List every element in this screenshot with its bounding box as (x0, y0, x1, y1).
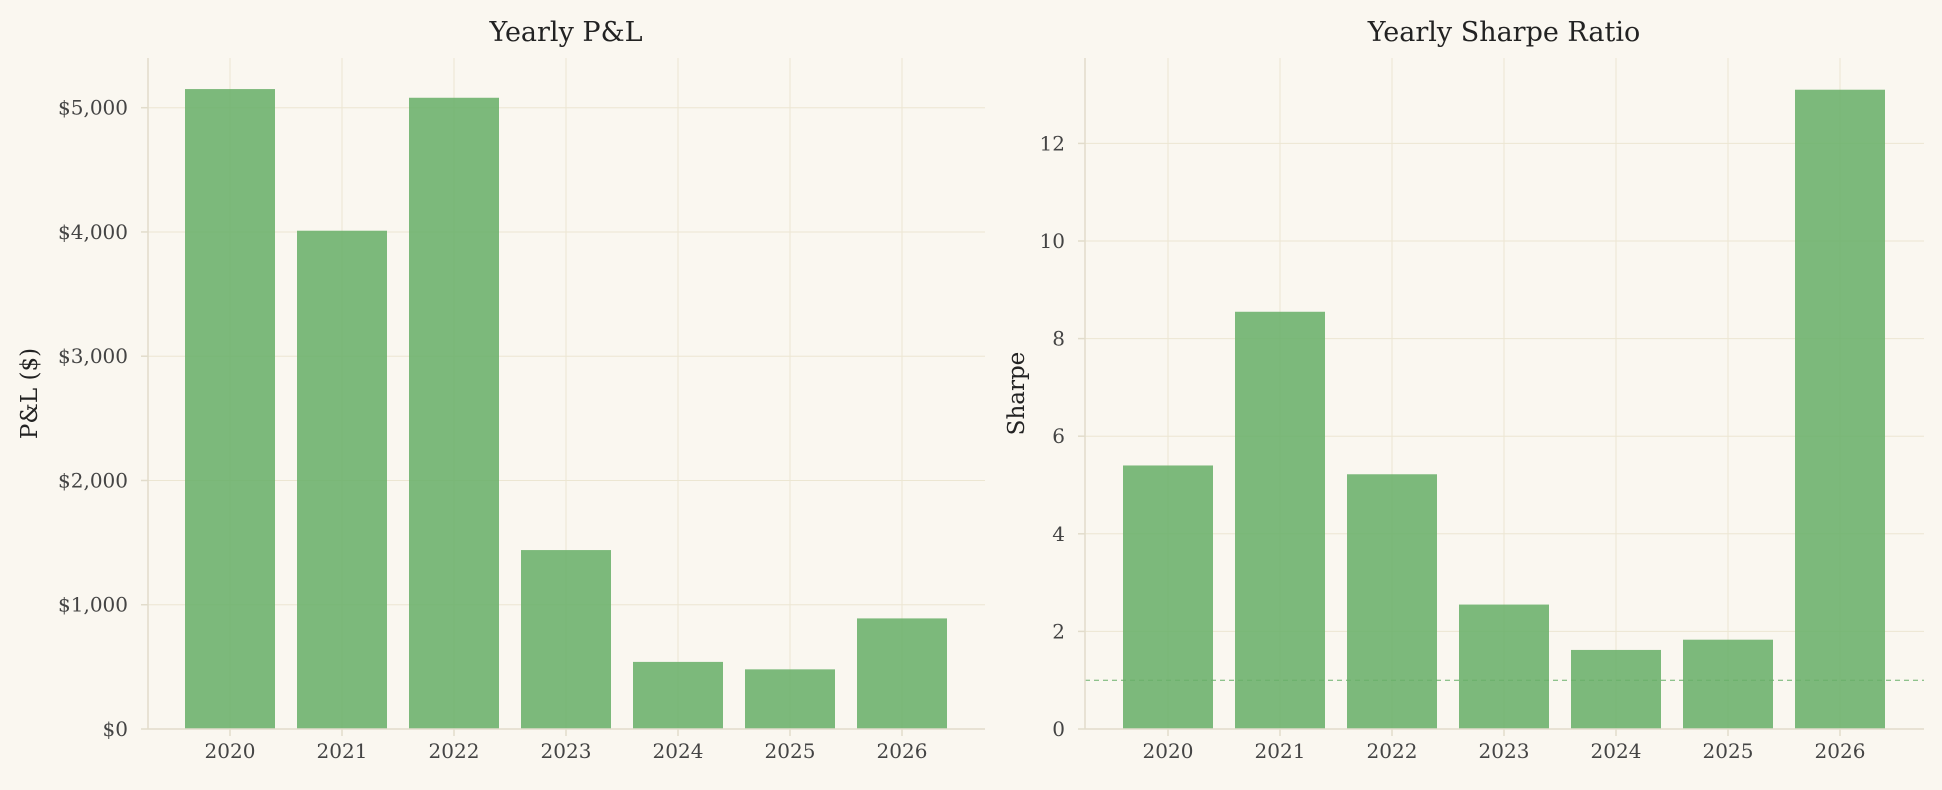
bar-2020 (185, 89, 275, 729)
x-tick-label: 2023 (541, 739, 592, 763)
x-tick-label: 2023 (1479, 739, 1530, 763)
chart-title: Yearly P&L (488, 17, 642, 48)
y-tick-label: 6 (1052, 424, 1065, 448)
x-tick-label: 2026 (877, 739, 928, 763)
x-tick-label: 2021 (1255, 739, 1306, 763)
x-tick-label: 2022 (1367, 739, 1418, 763)
y-tick-label: 2 (1052, 619, 1065, 643)
x-tick-label: 2020 (205, 739, 256, 763)
x-tick-label: 2021 (317, 739, 368, 763)
x-tick-label: 2024 (653, 739, 704, 763)
y-tick-label: 4 (1052, 522, 1065, 546)
x-tick-label: 2022 (429, 739, 480, 763)
bar-2023 (1459, 604, 1549, 729)
bar-2026 (857, 618, 947, 729)
bar-2020 (1123, 465, 1213, 729)
bar-2021 (1235, 311, 1325, 729)
sharpe-chart: 0 2 4 6 8 10 12 2020 2021 2022 2023 2024 2025 2026 Yea… (1004, 17, 1924, 763)
x-tick-label: 2024 (1591, 739, 1642, 763)
bar-2024 (1571, 649, 1661, 729)
x-tick-label: 2026 (1815, 739, 1866, 763)
bar-2025 (1683, 639, 1773, 729)
y-tick-label: $2,000 (58, 468, 128, 492)
pnl-chart: $0 $1,000 $2,000 $3,000 $4,000 $5,000 2020 2021… (17, 17, 985, 763)
y-tick-label: 0 (1052, 717, 1065, 741)
y-tick-label: $3,000 (58, 344, 128, 368)
x-tick-label: 2020 (1143, 739, 1194, 763)
y-tick-label: 8 (1052, 327, 1065, 351)
y-tick-label: $4,000 (58, 220, 128, 244)
x-tick-label: 2025 (1703, 739, 1754, 763)
chart-title: Yearly Sharpe Ratio (1367, 17, 1640, 48)
y-tick-label: $5,000 (58, 96, 128, 120)
y-tick-label: $1,000 (58, 593, 128, 617)
x-tick-label: 2025 (765, 739, 816, 763)
bar-2024 (633, 661, 723, 729)
y-axis-label: Sharpe (1004, 352, 1030, 436)
y-tick-label: 12 (1040, 131, 1065, 155)
y-tick-label: 10 (1040, 229, 1065, 253)
bar-2025 (745, 669, 835, 729)
bar-2023 (521, 550, 611, 729)
bar-2021 (297, 230, 387, 729)
y-tick-label: $0 (103, 717, 128, 741)
bar-2022 (409, 97, 499, 730)
y-axis-label: P&L ($) (17, 348, 43, 439)
bar-2022 (1347, 474, 1437, 729)
bar-2026 (1795, 89, 1885, 730)
